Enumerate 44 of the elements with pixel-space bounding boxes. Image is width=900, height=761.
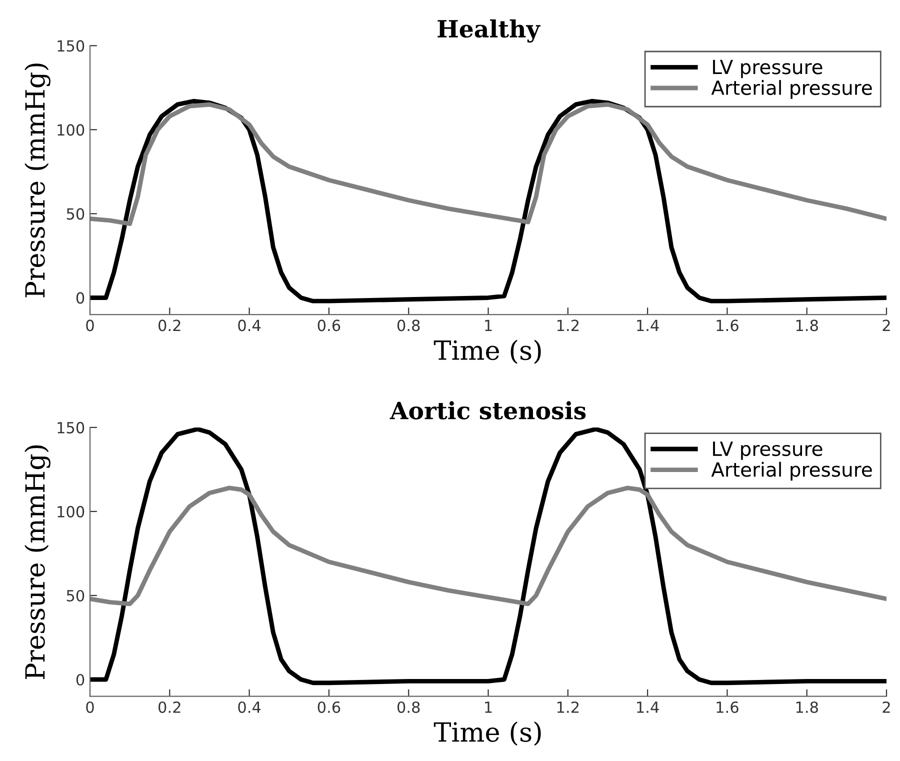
x-tick-label: 1.8 xyxy=(796,701,818,713)
x-tick-label: 0.4 xyxy=(238,701,261,713)
x-tick-label: 0.8 xyxy=(397,701,420,713)
x-tick-label: 0 xyxy=(86,320,94,332)
x-tick-label: 1.4 xyxy=(637,702,659,713)
x-tick-label: 1 xyxy=(485,320,492,331)
x-tick-label: 1.2 xyxy=(557,320,579,331)
line-series xyxy=(90,102,886,226)
x-tick-label: 1.4 xyxy=(637,320,659,331)
y-tick-label: 50 xyxy=(66,208,84,220)
x-axis-title: Time (s) xyxy=(434,722,541,746)
x-tick-label: 0 xyxy=(86,701,94,713)
x-tick-label: 0.2 xyxy=(158,701,180,713)
x-tick-label: 1.2 xyxy=(557,701,579,713)
x-tick-label: 2 xyxy=(882,701,890,713)
y-tick-label: 0 xyxy=(76,292,84,304)
x-tick-label: 2 xyxy=(882,320,890,331)
legend-label: Arterial pressure xyxy=(711,80,872,99)
line-series xyxy=(90,98,886,304)
legend-label: LV pressure xyxy=(713,442,822,460)
x-axis-title: Time (s) xyxy=(434,340,541,364)
x-tick-label: 0.6 xyxy=(318,701,340,713)
x-tick-label: 1 xyxy=(485,702,492,713)
x-tick-label: 1.6 xyxy=(716,320,738,332)
line-series xyxy=(90,486,886,606)
chart-title: Aortic stenosis xyxy=(390,401,586,420)
y-tick-label: 100 xyxy=(58,506,84,518)
chart-title: Healthy xyxy=(438,19,541,43)
y-tick-label: 150 xyxy=(58,422,84,434)
legend-label: LV pressure xyxy=(713,60,822,78)
y-tick-label: 100 xyxy=(58,124,84,136)
legend-label: Arterial pressure xyxy=(711,462,872,481)
y-tick-label: 0 xyxy=(76,674,84,686)
line-series xyxy=(90,427,886,686)
x-tick-label: 0.8 xyxy=(397,320,420,332)
x-tick-label: 0.6 xyxy=(318,320,340,332)
x-tick-label: 0.4 xyxy=(238,320,261,332)
x-tick-label: 1.6 xyxy=(716,701,738,713)
y-tick-label: 150 xyxy=(58,40,84,52)
x-tick-label: 0.2 xyxy=(158,320,180,332)
y-axis-title: Pressure (mmHg) xyxy=(24,445,50,680)
y-axis-title: Pressure (mmHg) xyxy=(24,64,50,298)
y-tick-label: 50 xyxy=(66,590,84,602)
x-tick-label: 1.8 xyxy=(796,320,818,332)
